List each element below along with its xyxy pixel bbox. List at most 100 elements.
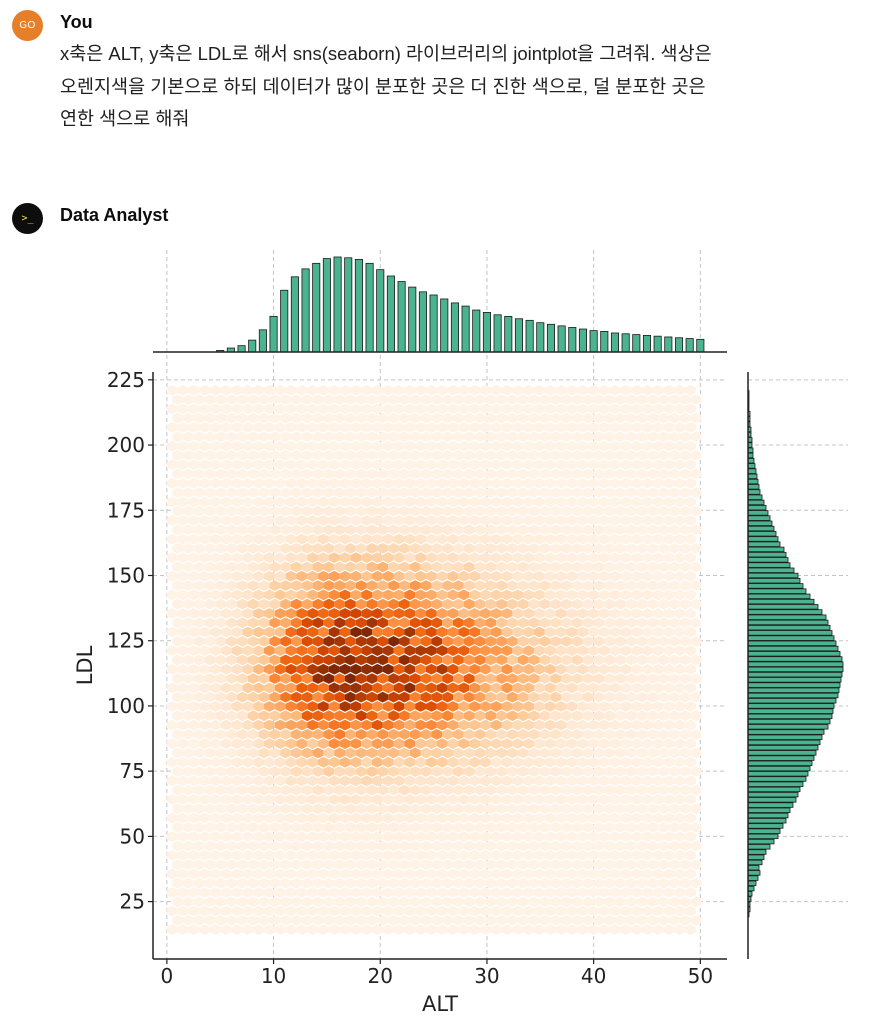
hex-bin (442, 915, 453, 926)
hex-bin (291, 468, 302, 480)
hex-bin (642, 515, 653, 526)
hex-bin (577, 440, 588, 452)
hex-bin (561, 766, 572, 777)
hex-bin (555, 682, 567, 694)
hex-bin (247, 431, 259, 443)
hex-bin (642, 849, 653, 861)
hex-bin (382, 645, 394, 656)
hex-bin (669, 729, 680, 740)
hex-bin (204, 691, 216, 703)
hex-bin (620, 477, 632, 489)
hex-bin (436, 905, 448, 917)
hex-bin (345, 784, 356, 796)
hex-bin (620, 645, 632, 656)
hex-bin (436, 849, 448, 861)
hex-bin (188, 422, 200, 433)
hex-bin (625, 654, 637, 666)
hex-bin (620, 626, 632, 638)
hex-bin (517, 859, 529, 870)
hex-bin (274, 552, 286, 563)
hex-bin (323, 654, 335, 666)
hex-bin (420, 636, 432, 647)
hex-bin (652, 719, 664, 731)
hex-bin (609, 496, 621, 508)
hex-bin (652, 831, 664, 842)
hex-bin (382, 719, 394, 731)
hex-bin (658, 487, 669, 498)
hex-bin (469, 552, 480, 563)
hex-bin (188, 459, 200, 470)
hex-bin (188, 756, 200, 768)
hex-bin (598, 515, 610, 526)
hex-bin (598, 868, 610, 880)
hex-bin (625, 598, 637, 610)
hex-bin (382, 663, 394, 675)
hex-bin (609, 552, 621, 563)
hex-bin (372, 682, 383, 694)
hex-bin (366, 394, 378, 405)
hex-bin (399, 431, 410, 443)
hex-bin (528, 654, 540, 666)
hex-bin (312, 431, 324, 443)
hex-bin (415, 812, 426, 824)
hex-bin (199, 924, 210, 935)
hex-bin (588, 552, 599, 563)
marginal-y-bar (747, 463, 756, 469)
hex-bin (388, 412, 399, 424)
hex-bin (312, 840, 324, 852)
hex-bin (642, 552, 653, 563)
hex-bin (215, 673, 227, 684)
hex-bin (604, 840, 615, 852)
hex-bin (652, 477, 664, 489)
hex-bin (339, 701, 351, 712)
hex-bin (372, 626, 383, 638)
marginal-x-bar (440, 298, 449, 353)
hex-bin (685, 868, 696, 880)
hex-bin (582, 598, 594, 610)
hex-bin (480, 403, 491, 415)
hex-bin (247, 915, 259, 926)
hex-bin (339, 384, 351, 396)
hex-bin (409, 803, 421, 815)
hex-bin (690, 747, 702, 759)
hex-bin (615, 859, 626, 870)
user-avatar[interactable]: GO (12, 10, 43, 41)
hex-bin (409, 691, 421, 703)
hex-bin (350, 552, 362, 563)
hex-bin (496, 505, 507, 517)
hex-bin (523, 738, 534, 749)
hex-bin (307, 533, 318, 545)
hex-bin (393, 794, 405, 805)
hex-bin (285, 868, 297, 880)
hex-bin (237, 803, 248, 815)
hex-bin (436, 775, 448, 787)
hex-bin (496, 487, 507, 498)
hex-bin (674, 645, 686, 656)
hex-bin (631, 663, 642, 675)
hex-bin (582, 450, 594, 461)
hex-bin (555, 589, 567, 601)
hex-bin (496, 654, 507, 666)
hex-bin (604, 598, 615, 610)
marginal-y-bar (747, 864, 760, 871)
hex-bin (636, 766, 648, 777)
hex-bin (582, 636, 594, 647)
hex-bin (361, 831, 372, 842)
hex-bin (636, 654, 648, 666)
hex-bin (361, 794, 372, 805)
hex-bin (242, 403, 254, 415)
hex-bin (242, 701, 254, 712)
hex-bin (226, 710, 237, 722)
hex-bin (409, 859, 421, 870)
hex-bin (285, 682, 297, 694)
hex-bin (528, 543, 540, 554)
hex-bin (193, 468, 205, 480)
marginal-y-bar (747, 546, 785, 553)
hex-bin (669, 431, 680, 443)
hex-bin (685, 496, 696, 508)
hex-bin (582, 729, 594, 740)
hex-bin (420, 803, 432, 815)
hex-bin (598, 440, 610, 452)
hex-bin (544, 552, 556, 563)
hex-bin (447, 868, 459, 880)
